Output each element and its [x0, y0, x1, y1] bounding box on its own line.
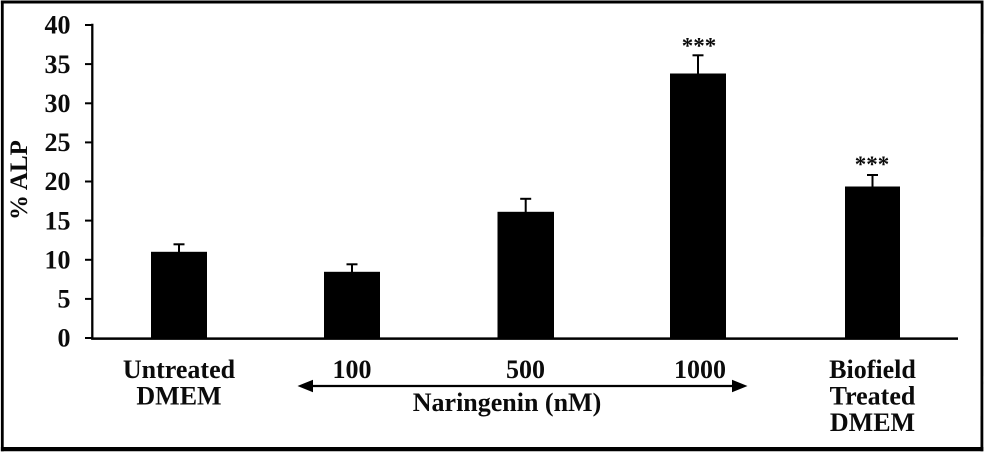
svg-text:35: 35: [45, 50, 71, 79]
svg-text:DMEM: DMEM: [136, 382, 221, 411]
svg-text:30: 30: [45, 89, 71, 118]
svg-text:DMEM: DMEM: [830, 408, 915, 437]
svg-text:25: 25: [45, 128, 71, 157]
svg-text:Untreated: Untreated: [123, 355, 236, 384]
svg-text:***: ***: [682, 34, 717, 59]
svg-text:0: 0: [58, 324, 71, 353]
svg-text:10: 10: [45, 246, 71, 275]
svg-text:5: 5: [58, 285, 71, 314]
svg-text:1000: 1000: [674, 355, 726, 384]
svg-text:40: 40: [45, 11, 71, 40]
svg-text:% ALP: % ALP: [6, 140, 33, 220]
svg-text:Treated: Treated: [830, 382, 916, 411]
svg-text:100: 100: [333, 355, 372, 384]
svg-text:Naringenin (nM): Naringenin (nM): [413, 388, 602, 417]
svg-text:Biofield: Biofield: [829, 355, 916, 384]
svg-text:20: 20: [45, 167, 71, 196]
svg-text:15: 15: [45, 206, 71, 235]
svg-text:***: ***: [855, 152, 890, 177]
svg-text:500: 500: [506, 355, 545, 384]
